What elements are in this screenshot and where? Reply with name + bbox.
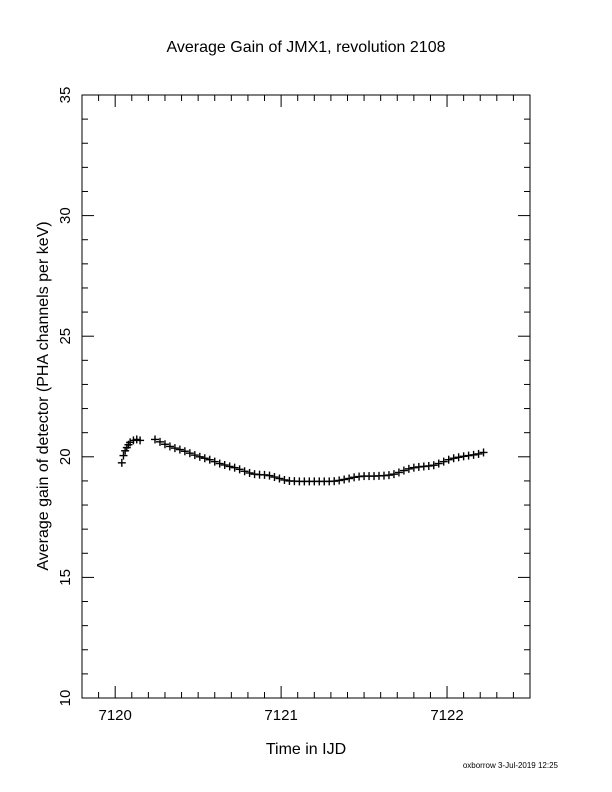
data-point (404, 464, 413, 473)
data-point (394, 468, 403, 477)
footer-stamp: oxborrow 3-Jul-2019 12:25 (463, 761, 559, 770)
data-point (340, 475, 349, 484)
data-point (215, 459, 224, 468)
x-tick-label: 7120 (98, 707, 131, 724)
data-point (464, 451, 473, 460)
data-point (454, 453, 463, 462)
data-point (200, 454, 209, 463)
data-point (469, 450, 478, 459)
data-point (265, 471, 274, 480)
y-axis: 10 15 20 25 30 35 (57, 87, 530, 707)
data-point (195, 452, 204, 461)
data-point (275, 474, 284, 483)
data-point (345, 474, 354, 483)
data-point (459, 452, 468, 461)
y-tick-label: 35 (57, 87, 74, 104)
data-point (205, 455, 214, 464)
y-tick-label: 20 (57, 448, 74, 465)
chart-title: Average Gain of JMX1, revolution 2108 (167, 39, 446, 56)
data-point (270, 473, 279, 482)
data-point (449, 454, 458, 463)
x-tick-label: 7122 (430, 707, 463, 724)
data-point (240, 467, 249, 476)
plot-frame (81, 94, 531, 699)
x-axis-label: Time in IJD (266, 741, 346, 758)
data-point (260, 470, 269, 479)
data-point (434, 459, 443, 468)
data-point (479, 448, 488, 457)
data-point (429, 461, 438, 470)
data-point (220, 461, 229, 470)
data-point (399, 466, 408, 475)
data-point (474, 449, 483, 458)
data-point (160, 440, 169, 449)
data-point (384, 471, 393, 480)
data-point (185, 449, 194, 458)
data-point (335, 476, 344, 485)
data-point (245, 468, 254, 477)
data-point (136, 436, 145, 445)
data-point (350, 473, 359, 482)
y-tick-label: 30 (57, 207, 74, 224)
data-point (424, 461, 433, 470)
y-tick-label: 10 (57, 690, 74, 707)
data-point (330, 477, 339, 486)
y-tick-label: 15 (57, 569, 74, 586)
data-points (117, 435, 488, 486)
data-point (119, 451, 128, 460)
y-axis-label: Average gain of detector (PHA channels p… (35, 221, 52, 570)
data-point (444, 455, 453, 464)
x-tick-label: 7121 (264, 707, 297, 724)
data-point (409, 463, 418, 472)
data-point (210, 457, 219, 466)
data-point (165, 442, 174, 451)
data-point (155, 437, 164, 446)
y-tick-label: 25 (57, 328, 74, 345)
data-point (180, 447, 189, 456)
data-point (235, 465, 244, 474)
data-point (280, 475, 289, 484)
data-point (117, 458, 126, 467)
data-point (389, 470, 398, 479)
data-point (225, 462, 234, 471)
data-point (190, 451, 199, 460)
x-axis: 7120 7121 7122 (98, 95, 514, 724)
data-point (230, 463, 239, 472)
data-point (439, 457, 448, 466)
data-point (170, 444, 179, 453)
data-point (175, 445, 184, 454)
data-point (151, 435, 160, 444)
